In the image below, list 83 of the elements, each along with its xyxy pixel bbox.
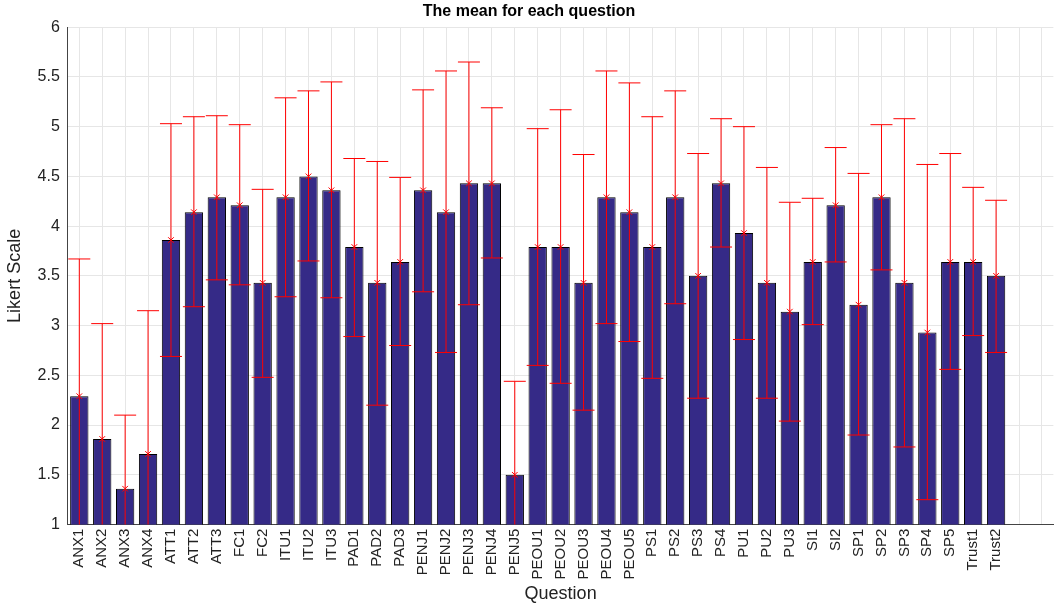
y-tick-label: 3.5 — [37, 266, 60, 284]
x-tick-label: PU1 — [734, 528, 752, 558]
x-tick-label: Trust2 — [986, 528, 1004, 571]
x-tick-label: SP2 — [871, 528, 889, 557]
x-tick-label: PU3 — [779, 528, 797, 558]
y-tick-label: 5 — [50, 117, 60, 135]
x-tick-label: PS4 — [711, 528, 729, 557]
point — [557, 243, 564, 251]
point — [580, 279, 587, 287]
x-tick-label: ANX1 — [69, 528, 87, 568]
y-tick-label: 2 — [50, 415, 60, 433]
x-tick-label: ATT3 — [206, 528, 224, 565]
x-tick-label: Trust1 — [963, 528, 981, 571]
point — [786, 308, 794, 316]
x-tick-label: PS3 — [688, 528, 706, 557]
y-tick-label: 4.5 — [37, 166, 60, 184]
x-tick-label: SI1 — [802, 528, 820, 552]
x-tick-label: PEOU4 — [596, 528, 614, 580]
x-tick-label: PENJ2 — [436, 528, 454, 576]
y-tick-label: 2.5 — [37, 365, 60, 383]
point — [832, 201, 839, 209]
x-tick-label: ANX4 — [138, 528, 156, 568]
x-axis-title: Question — [524, 583, 597, 604]
point — [419, 187, 427, 194]
x-tick-label: PENJ3 — [459, 528, 477, 576]
point — [924, 329, 931, 336]
x-tick-label: ATT2 — [184, 528, 202, 565]
point — [946, 258, 954, 266]
point — [396, 258, 404, 266]
point — [603, 193, 610, 201]
chart-title: The mean for each question — [422, 2, 636, 20]
point — [328, 187, 335, 194]
y-tick-label: 5.5 — [37, 67, 60, 85]
x-tick-label: PEOU3 — [573, 528, 591, 580]
y-tick-label: 4 — [50, 216, 60, 234]
point — [98, 435, 106, 443]
point — [534, 243, 542, 251]
x-tick-label: ANX2 — [92, 528, 110, 568]
x-tick-label: SP5 — [940, 528, 958, 557]
x-tick-label: FC2 — [252, 528, 270, 557]
y-tick-label: 1.5 — [37, 465, 60, 483]
point — [809, 258, 817, 266]
x-tick-label: ITU2 — [298, 528, 316, 562]
x-tick-label: PENJ1 — [413, 528, 431, 576]
x-tick-label: SP4 — [917, 528, 935, 557]
x-tick-label: PENJ4 — [482, 528, 499, 576]
point — [465, 180, 473, 187]
y-tick-label: 3 — [50, 316, 60, 334]
x-tick-label: SP1 — [848, 528, 866, 557]
point — [351, 243, 358, 251]
point — [648, 243, 656, 251]
x-tick-label: PEOU5 — [619, 528, 637, 580]
x-tick-label: FC1 — [229, 528, 247, 557]
point — [488, 180, 496, 187]
point — [305, 173, 312, 180]
point — [282, 193, 289, 201]
x-tick-label: PAD1 — [344, 528, 362, 567]
y-tick-label: 6 — [50, 17, 60, 35]
x-tick-label: ITU1 — [275, 528, 293, 562]
x-tick-label: PENJ5 — [504, 528, 522, 576]
x-tick-label: ANX3 — [115, 528, 133, 568]
x-tick-label: SP3 — [894, 528, 912, 557]
point — [878, 193, 885, 201]
x-tick-label: PEOU1 — [527, 528, 545, 580]
point — [717, 180, 725, 187]
y-axis-title: Likert Scale — [3, 228, 24, 323]
point — [626, 208, 633, 216]
x-tick-label: ITU3 — [321, 528, 339, 562]
y-tick-label: 1 — [50, 514, 60, 532]
x-tick-label: PU2 — [757, 528, 775, 558]
x-tick-label: ATT1 — [161, 528, 179, 565]
x-tick-label: PAD2 — [367, 528, 385, 567]
x-tick-label: PS2 — [665, 528, 683, 557]
point — [969, 258, 977, 266]
point — [259, 279, 266, 287]
x-tick-label: PS1 — [642, 528, 660, 557]
point — [901, 279, 908, 287]
x-tick-label: PAD3 — [390, 528, 408, 567]
point — [855, 301, 862, 309]
x-tick-label: PEOU2 — [550, 528, 568, 580]
point — [121, 485, 129, 493]
point — [213, 193, 221, 201]
x-tick-label: SI2 — [825, 528, 843, 552]
